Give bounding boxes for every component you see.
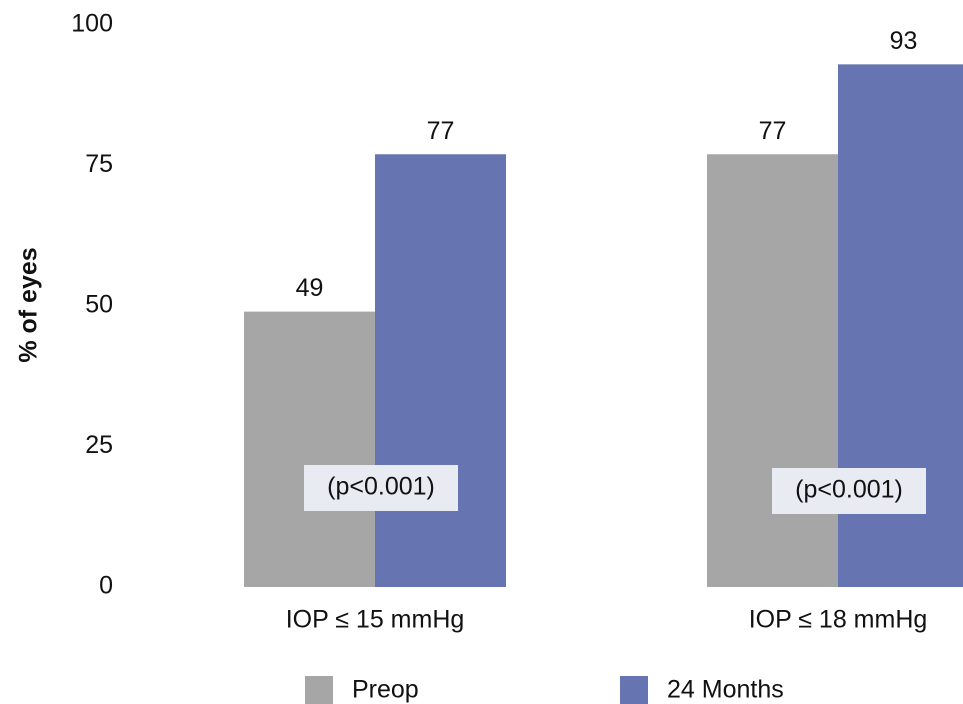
legend-swatch	[620, 676, 648, 704]
y-tick-label: 0	[99, 572, 113, 600]
annotation-box	[304, 465, 458, 511]
annotation: (p<0.001)	[795, 476, 903, 504]
data-label: 77	[759, 117, 787, 145]
bar	[707, 154, 838, 587]
legend-label: 24 Months	[667, 676, 784, 704]
annotation: (p<0.001)	[327, 473, 435, 501]
x-tick-label: IOP ≤ 15 mmHg	[286, 606, 465, 634]
y-tick-label: 25	[85, 431, 113, 459]
data-label: 77	[427, 117, 455, 145]
y-axis-label: % of eyes	[15, 247, 43, 362]
x-tick-label: IOP ≤ 18 mmHg	[749, 606, 928, 634]
data-label: 49	[296, 274, 324, 302]
data-label: 93	[890, 27, 918, 55]
annotation-box	[772, 468, 926, 514]
y-tick-label: 75	[85, 150, 113, 178]
y-tick-label: 50	[85, 291, 113, 319]
bar	[244, 311, 375, 587]
legend-swatch	[305, 676, 333, 704]
y-tick-label: 100	[71, 10, 113, 38]
bar	[375, 154, 506, 587]
legend-label: Preop	[352, 676, 419, 704]
